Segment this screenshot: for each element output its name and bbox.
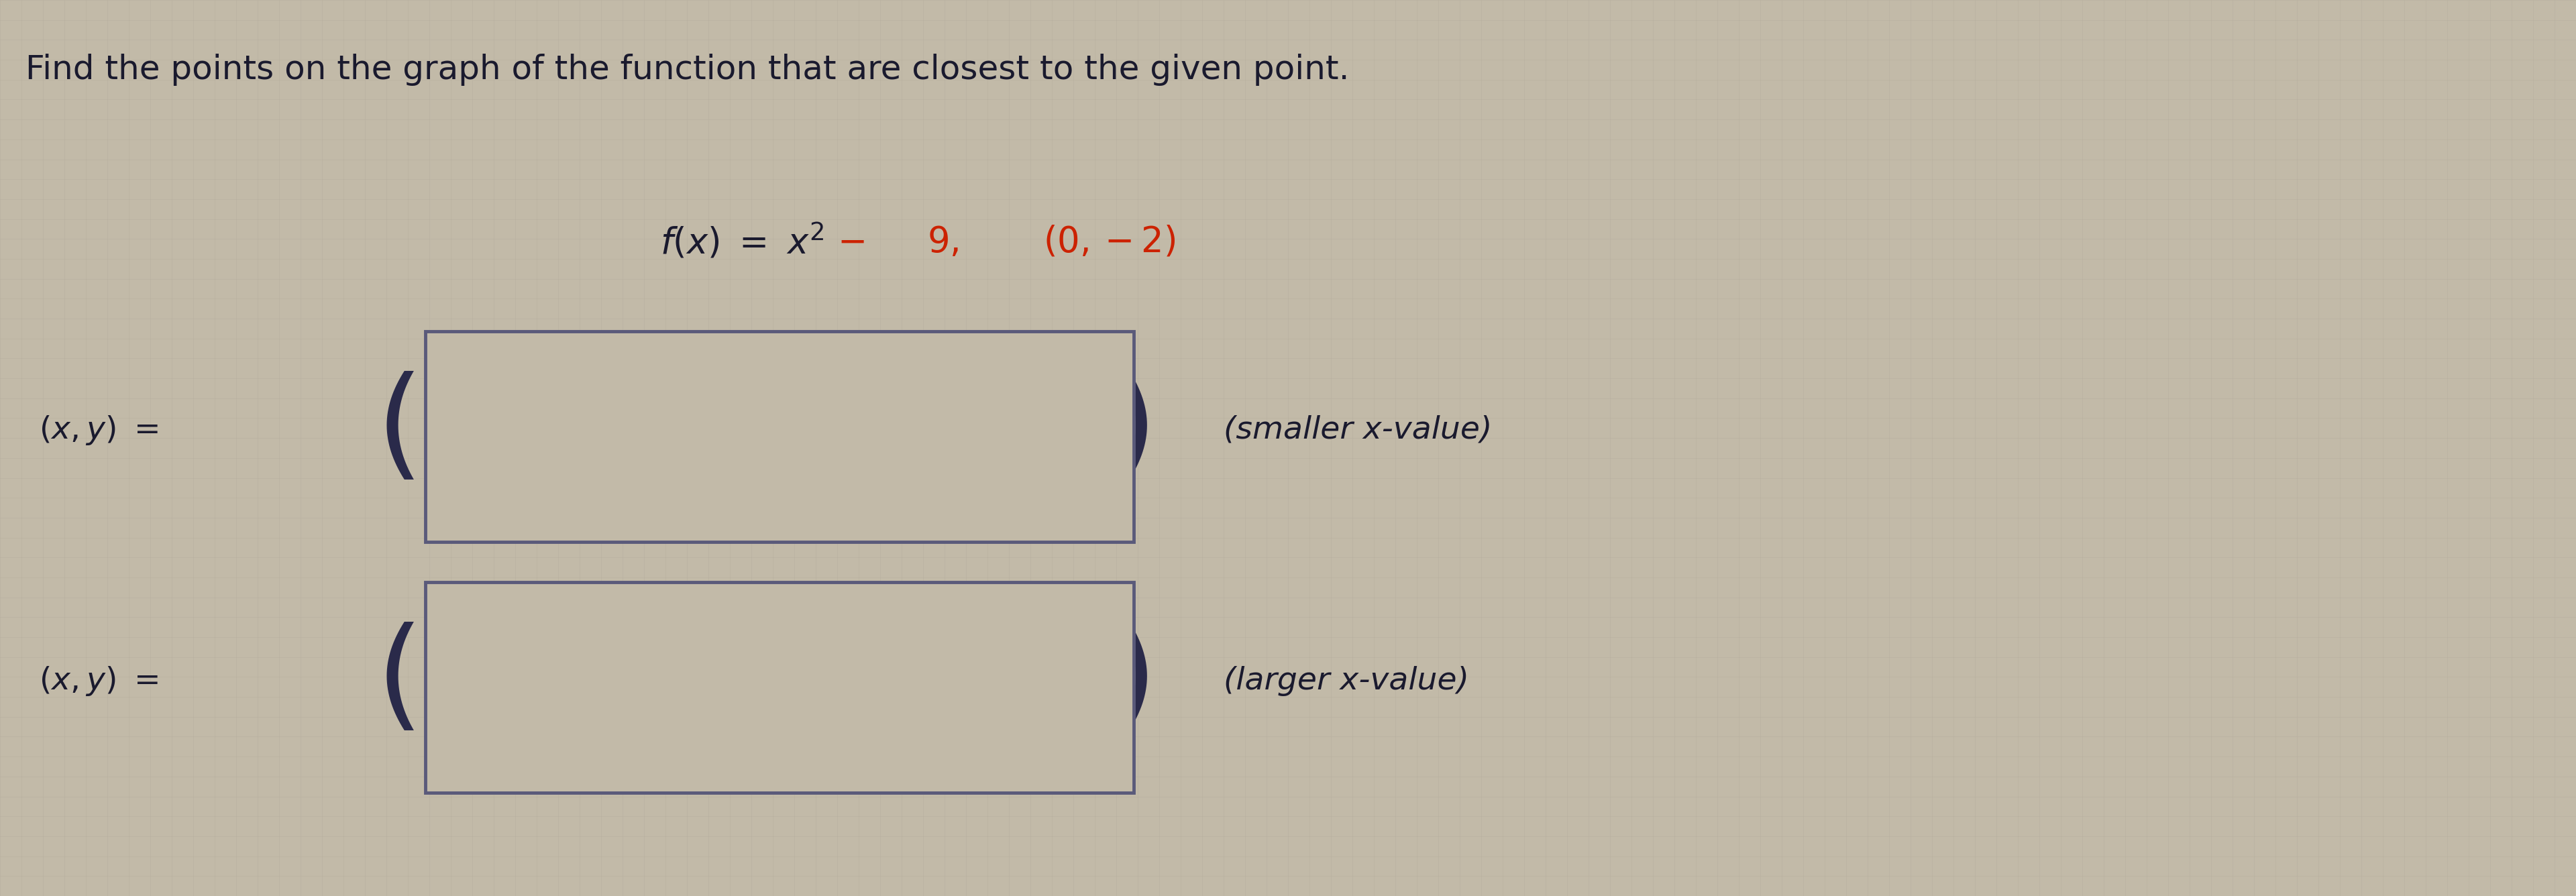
Text: ): )	[1110, 622, 1157, 740]
Text: (larger x-value): (larger x-value)	[1224, 666, 1468, 696]
Text: $\it{9,}$: $\it{9,}$	[927, 225, 958, 259]
Text: $\it{(x, y)}$ $=$: $\it{(x, y)}$ $=$	[39, 665, 157, 697]
Text: ): )	[1110, 371, 1157, 489]
Text: (smaller x-value): (smaller x-value)	[1224, 415, 1492, 445]
Text: (: (	[376, 622, 422, 740]
FancyBboxPatch shape	[425, 332, 1133, 542]
Text: $\it{f}$$\it{(x)}$ $=$ $\it{x}^2$: $\it{f}$$\it{(x)}$ $=$ $\it{x}^2$	[659, 222, 824, 262]
FancyBboxPatch shape	[425, 582, 1133, 793]
Text: $-$: $-$	[837, 225, 866, 259]
Text: Find the points on the graph of the function that are closest to the given point: Find the points on the graph of the func…	[26, 54, 1350, 86]
Text: (: (	[376, 371, 422, 489]
Text: $\it{(x, y)}$ $=$: $\it{(x, y)}$ $=$	[39, 414, 157, 446]
Text: $(0, -2)$: $(0, -2)$	[1043, 225, 1175, 259]
